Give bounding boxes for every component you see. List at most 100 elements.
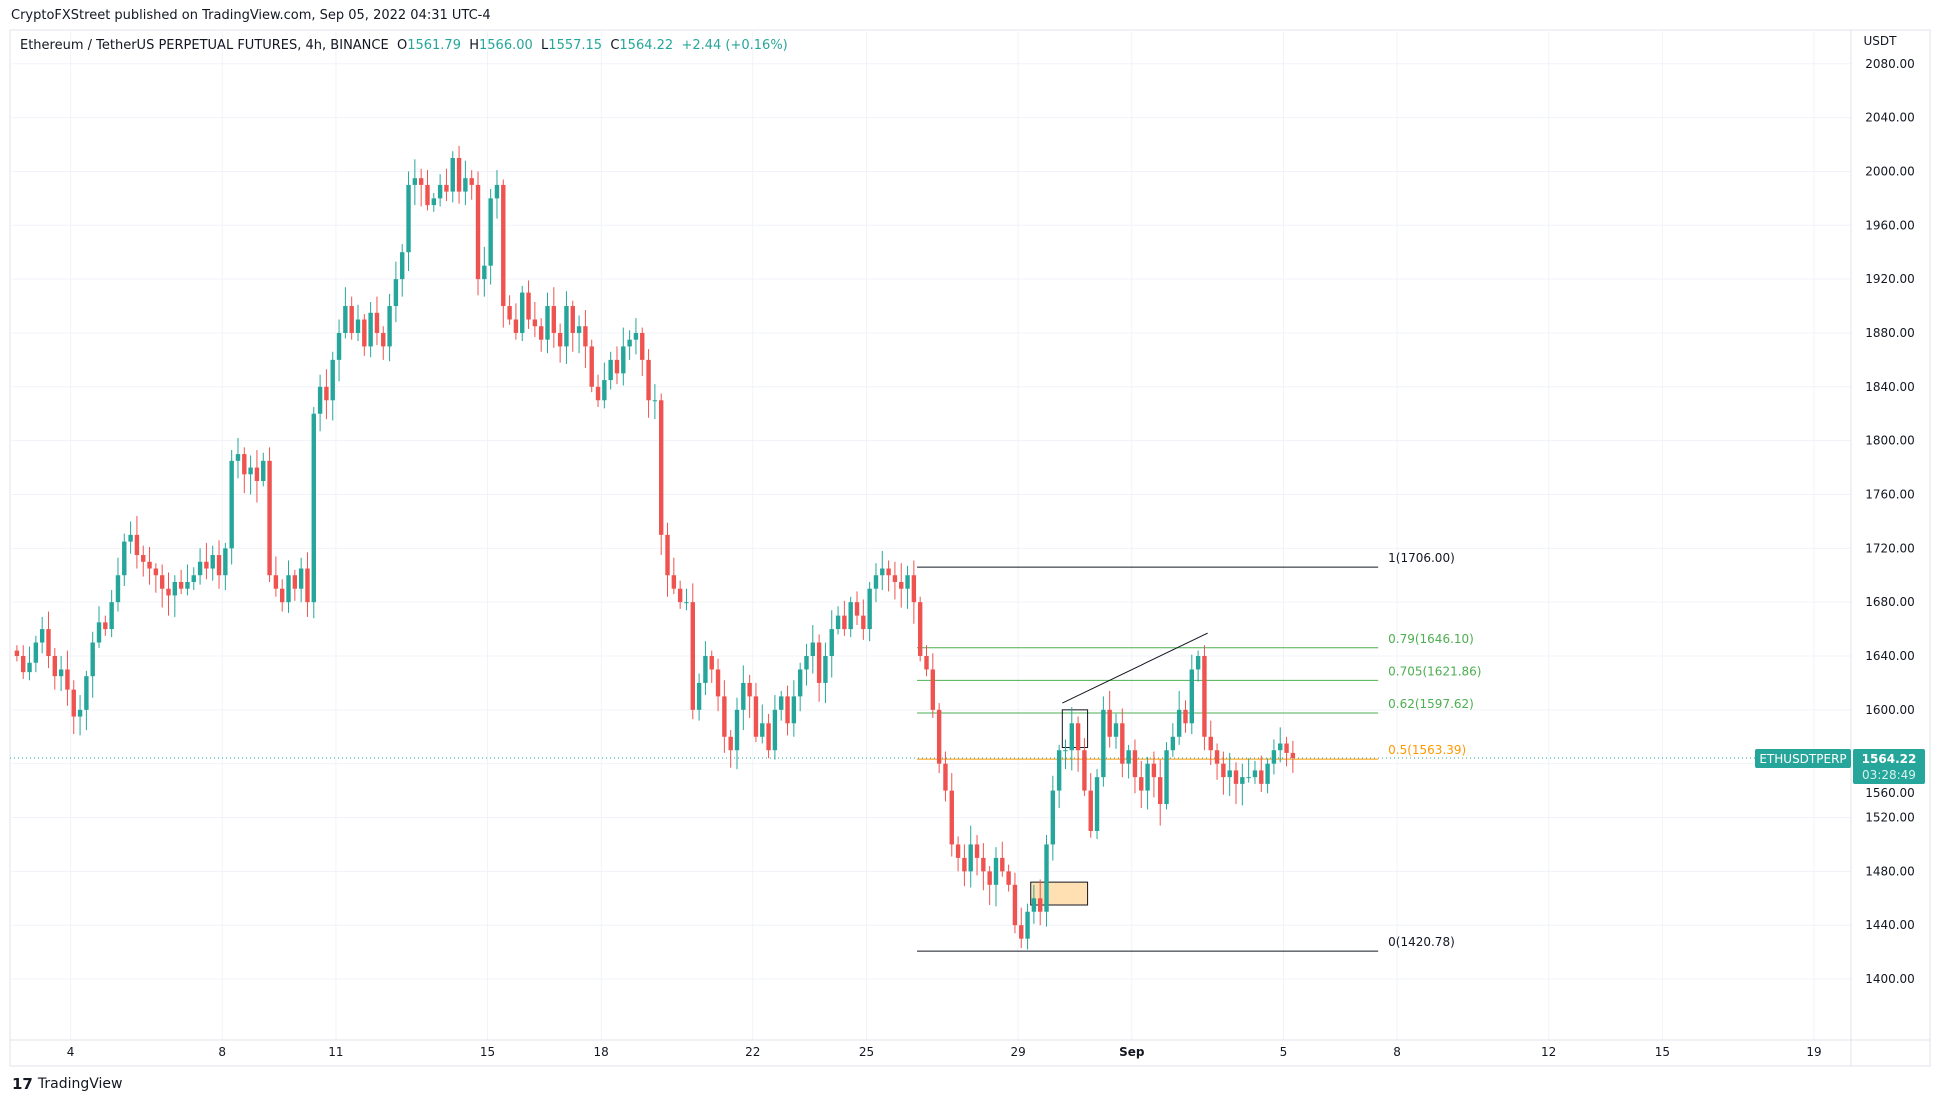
candle-body [1265,763,1270,784]
candle [1189,654,1194,735]
candle [1240,763,1245,806]
candle-body [210,555,215,569]
high-label: H [469,38,480,53]
candle-body [1233,770,1239,784]
candle [412,159,418,206]
candle [557,323,563,363]
candle [797,662,803,712]
order-block-box [1061,709,1089,749]
candle [867,581,872,642]
candle [27,646,32,681]
candle-body [652,400,658,402]
candle-body [109,602,114,630]
fib-level-label: 0.79(1646.10) [1388,632,1474,646]
candle-body [1284,743,1289,753]
candle [829,610,834,678]
candle [551,287,557,348]
candle-body [646,359,651,401]
candle [254,450,260,503]
candle [456,145,462,204]
candle [1050,775,1056,861]
candle-body [842,615,847,630]
candle-body [431,198,436,206]
candle [494,170,500,219]
candle [1075,716,1081,772]
candle [791,680,797,737]
candle-body [418,178,424,185]
candle-body [576,326,582,333]
candle [936,703,942,774]
candle-body [968,844,973,872]
candle-body [172,581,178,596]
candle-body [1094,777,1100,831]
candle [981,843,986,891]
candle [974,835,980,876]
candle-body [185,581,190,589]
candle-body [1164,750,1169,805]
candle-body [463,178,468,192]
price-tick-label: 1600.00 [1865,703,1915,717]
candle [178,569,184,595]
candle-body [665,534,670,576]
candle [520,285,525,342]
candle-body [280,588,285,603]
tradingview-logo[interactable]: 𝟭𝟳 TradingView [12,1075,122,1093]
candle [159,564,165,608]
candle-body [1183,709,1188,724]
candle [924,645,929,677]
candle [122,533,127,587]
change-value: +2.44 (+0.16%) [681,38,788,53]
candle [1132,739,1138,794]
candle-body [981,857,986,872]
candle [235,437,241,479]
candle [39,616,45,654]
candle [330,351,335,421]
candle [810,625,815,674]
candle [513,303,519,340]
candle [917,596,923,662]
candle-body [204,561,209,569]
candle-body [677,588,683,603]
candle-body [27,662,32,673]
candle [570,300,575,352]
candle [368,302,373,358]
candle-body [684,602,689,604]
candle-body [1221,763,1226,778]
candle-body [90,642,95,677]
candle-body [1038,898,1043,912]
candle [65,650,70,706]
candle-body [1056,750,1062,791]
candle-body [760,723,765,737]
candle-body [261,460,266,482]
candle [1151,751,1157,798]
candle [659,393,664,556]
candle-body [128,534,133,542]
candle [1012,872,1018,934]
candle [703,641,708,696]
candle [1000,841,1005,877]
candle-body [886,568,891,576]
candle-body [248,467,253,475]
candle [545,292,550,354]
candle [621,327,626,386]
candle [753,682,759,743]
candle-body [1271,750,1277,764]
time-tick-label: 8 [1393,1045,1401,1059]
candle [343,287,348,339]
candle-body [570,306,575,333]
candle [77,695,83,736]
candle-body [690,602,695,710]
candle-body [987,871,992,885]
candle [1183,700,1188,733]
candle-body [1082,750,1087,791]
candle [1284,736,1289,767]
candle [355,304,361,342]
price-tick-label: 1880.00 [1865,326,1915,340]
candle [21,645,26,679]
candle-body [343,306,348,333]
candle-body [305,568,310,603]
candle-body [1176,709,1182,737]
candle [90,631,95,698]
candle [482,246,487,297]
